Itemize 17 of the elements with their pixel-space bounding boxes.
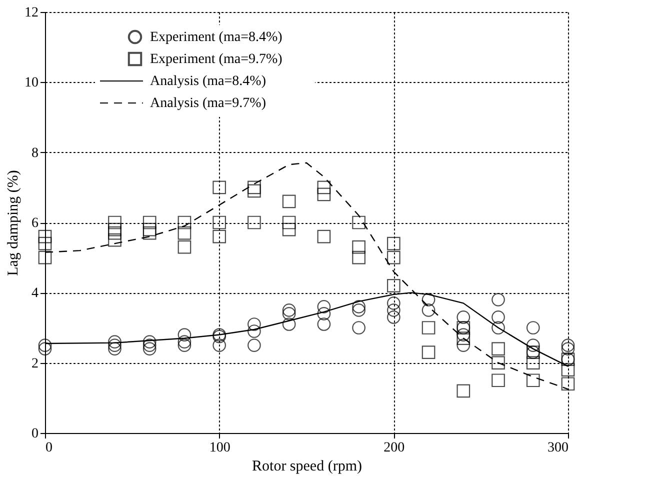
y-tick-label: 6 [32,216,38,231]
y-axis-title: Lag damping (%) [6,170,22,276]
y-tick-label: 8 [32,146,38,161]
y-tick-label: 2 [32,356,38,372]
legend-label: Experiment (ma=9.7%) [150,52,283,67]
legend-label: Analysis (ma=9.7%) [150,96,266,111]
y-tick-label: 4 [32,286,38,302]
x-tick-label: 200 [384,440,405,456]
legend-label: Experiment (ma=8.4%) [150,30,283,45]
y-tick-label: 0 [32,426,38,442]
x-tick-label: 300 [548,440,568,456]
x-tick-label: 100 [209,440,230,456]
x-axis-title: Rotor speed (rpm) [252,458,362,474]
x-tick-label: 0 [46,440,52,456]
y-tick-label: 12 [24,6,38,20]
legend-label: Analysis (ma=8.4%) [150,74,266,89]
y-tick-label: 10 [24,76,38,91]
